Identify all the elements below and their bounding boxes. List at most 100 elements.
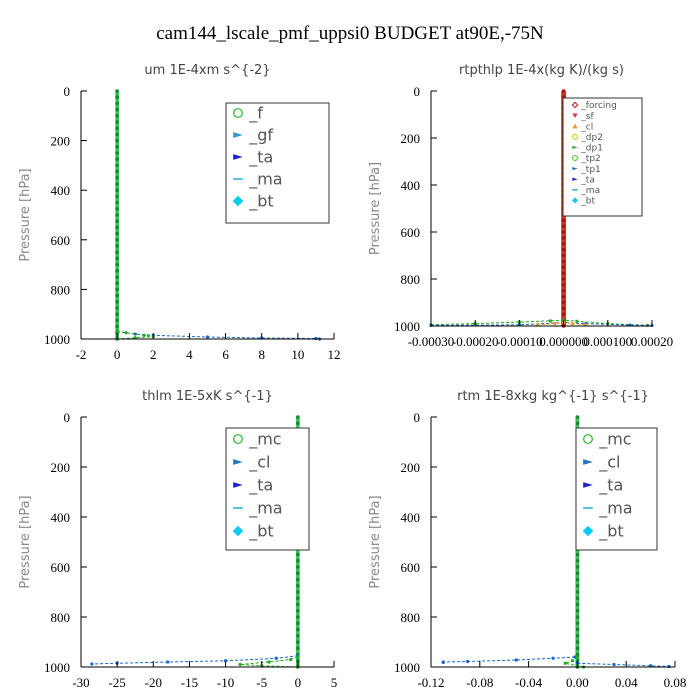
profile-point bbox=[575, 627, 580, 632]
profile-point bbox=[296, 615, 300, 619]
profile-point bbox=[561, 259, 566, 264]
y-tick-label: 200 bbox=[51, 460, 71, 475]
x-tick-label: -0.04 bbox=[515, 675, 543, 690]
y-axis-label: Pressure [hPa] bbox=[18, 168, 33, 261]
profile-point bbox=[115, 132, 119, 137]
profile-point bbox=[115, 219, 119, 223]
profile-point bbox=[115, 169, 119, 174]
profile-point bbox=[274, 656, 278, 660]
profile-point bbox=[115, 300, 119, 304]
profile-point bbox=[296, 421, 300, 426]
x-tick-label: -0.00010 bbox=[496, 334, 543, 349]
profile-point bbox=[115, 312, 119, 317]
profile-point bbox=[124, 331, 128, 335]
legend-marker bbox=[233, 108, 243, 118]
y-tick-label: 200 bbox=[401, 460, 421, 475]
legend-label: _bt bbox=[248, 522, 273, 542]
profile-point bbox=[296, 655, 300, 659]
profile-point bbox=[115, 151, 119, 155]
profile-point bbox=[296, 583, 300, 588]
profile-point bbox=[115, 207, 119, 211]
profile-point bbox=[166, 660, 170, 664]
profile-point bbox=[115, 231, 119, 236]
profile-point bbox=[115, 194, 119, 199]
profile-point bbox=[296, 627, 300, 632]
legend-marker bbox=[583, 434, 593, 444]
profile-point bbox=[296, 577, 300, 582]
profile-point bbox=[115, 306, 119, 310]
x-tick-label: 6 bbox=[222, 347, 229, 362]
profile-point bbox=[570, 322, 575, 326]
legend-marker bbox=[571, 101, 579, 109]
x-tick-label: 2 bbox=[150, 347, 157, 362]
profile-point bbox=[142, 333, 146, 337]
profile-point bbox=[441, 660, 445, 665]
profile-point bbox=[115, 138, 119, 143]
legend-label: _tp1 bbox=[580, 165, 600, 175]
legend-marker bbox=[572, 197, 578, 204]
x-tick-label: -0.00020 bbox=[452, 334, 499, 349]
y-tick-label: 600 bbox=[401, 560, 421, 575]
legend-label: _cl bbox=[598, 453, 620, 473]
legend-label: _dp1 bbox=[580, 144, 603, 154]
legend-label: _ta bbox=[248, 476, 273, 496]
profile-point bbox=[115, 244, 119, 248]
profile-point bbox=[205, 335, 210, 339]
profile-point bbox=[561, 241, 566, 246]
profile-point bbox=[561, 312, 566, 317]
profile-point bbox=[575, 319, 579, 323]
x-tick-label: -10 bbox=[217, 675, 234, 690]
profile-point bbox=[115, 329, 119, 334]
profile-point bbox=[575, 640, 580, 644]
y-tick-label: 400 bbox=[51, 510, 71, 525]
profile-line bbox=[442, 656, 576, 663]
profile-point bbox=[133, 332, 137, 336]
panel-title: thlm 1E-5xK s^{-1} bbox=[142, 389, 273, 404]
profile-point bbox=[115, 250, 119, 254]
y-tick-label: 600 bbox=[51, 560, 71, 575]
y-tick-label: 400 bbox=[401, 510, 421, 525]
x-tick-label: 0.000100 bbox=[583, 334, 632, 349]
legend-marker bbox=[571, 133, 579, 140]
profile-point bbox=[289, 657, 293, 662]
legend-marker bbox=[583, 459, 593, 465]
legend-label: _bt bbox=[248, 192, 273, 212]
x-tick-label: 0.00 bbox=[566, 675, 589, 690]
profile-point bbox=[296, 621, 300, 626]
profile-point bbox=[115, 101, 119, 106]
profile-point bbox=[115, 318, 119, 323]
profile-point bbox=[296, 640, 300, 644]
y-tick-label: 800 bbox=[51, 282, 71, 297]
x-tick-label: -5 bbox=[256, 675, 267, 690]
legend-label: _tp2 bbox=[580, 154, 600, 164]
x-tick-label: 5 bbox=[331, 675, 338, 690]
x-tick-label: -0.12 bbox=[417, 675, 444, 690]
legend-marker bbox=[582, 525, 594, 537]
x-tick-label: 0 bbox=[114, 347, 121, 362]
y-tick-label: 0 bbox=[414, 84, 421, 99]
legend-marker bbox=[572, 166, 578, 171]
profile-point bbox=[561, 265, 566, 270]
y-tick-label: 0 bbox=[64, 84, 71, 99]
profile-point bbox=[296, 415, 300, 419]
panel-title: rtpthlp 1E-4x(kg K)/(kg s) bbox=[459, 63, 624, 78]
profile-point bbox=[115, 269, 119, 273]
profile-point bbox=[115, 157, 119, 161]
x-tick-label: -15 bbox=[181, 675, 198, 690]
profile-point bbox=[575, 596, 580, 601]
profile-point bbox=[296, 571, 300, 576]
legend-marker bbox=[572, 177, 578, 181]
profile-point bbox=[296, 565, 300, 569]
profile-point bbox=[575, 565, 580, 569]
legend-label: _ma bbox=[248, 170, 282, 190]
x-tick-label: -30 bbox=[72, 675, 89, 690]
chart-panel-3: thlm 1E-5xK s^{-1} Pressure [hPa] 0 200 400 6… bbox=[18, 389, 337, 690]
profile-point bbox=[561, 277, 566, 281]
x-tick-label: -2 bbox=[76, 347, 87, 362]
chart-panel-4: rtm 1E-8xkg kg^{-1} s^{-1} Pressure [hPa]… bbox=[368, 389, 686, 690]
profile-point bbox=[115, 107, 119, 112]
profile-point bbox=[296, 590, 300, 594]
x-tick-label: 0.000000 bbox=[539, 334, 588, 349]
profile-point bbox=[575, 583, 580, 588]
legend-label: _sf bbox=[580, 112, 594, 122]
